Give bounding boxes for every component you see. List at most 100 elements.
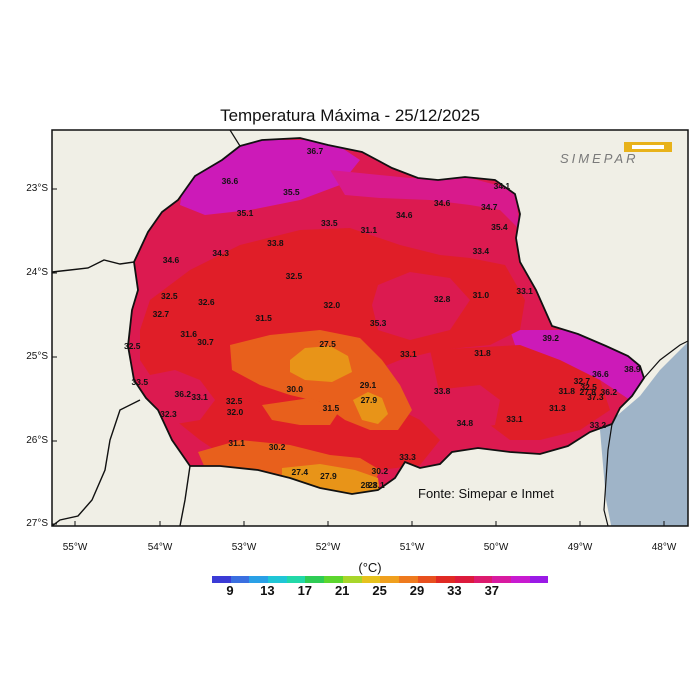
lat-label-27s: 27°S — [26, 518, 48, 529]
station-value: 30.2 — [371, 466, 389, 477]
colorbar — [212, 576, 549, 583]
colorbar-swatch — [436, 576, 455, 583]
station-value: 32.7 — [152, 308, 170, 319]
station-value: 29.1 — [359, 380, 377, 391]
border-sao-paulo-north — [229, 130, 241, 147]
colorbar-tick-label: 13 — [260, 583, 275, 598]
station-value: 32.7 — [573, 375, 591, 386]
lon-label-54w: 54°W — [147, 542, 173, 553]
border-argentina-west — [52, 399, 141, 526]
station-value: 31.8 — [558, 385, 575, 396]
colorbar-tick-label: 29 — [409, 583, 425, 598]
station-value: 33.8 — [267, 238, 284, 249]
station-value: 31.1 — [360, 225, 378, 236]
ocean — [600, 342, 688, 526]
lat-label-25s: 25°S — [26, 351, 48, 362]
station-value: 33.8 — [433, 385, 451, 396]
map-title: Temperatura Máxima - 25/12/2025 — [220, 106, 480, 125]
station-value: 33.2 — [589, 420, 607, 431]
simepar-logo-text: SIMEPAR — [560, 151, 639, 166]
station-value: 31.5 — [322, 402, 340, 413]
station-value: 31.6 — [180, 328, 197, 339]
map-frame — [51, 129, 689, 527]
station-value: 35.4 — [491, 221, 508, 232]
colorbar-swatch — [342, 576, 362, 583]
station-value: 36.6 — [592, 369, 609, 380]
colorbar-swatch — [324, 576, 343, 583]
station-value: 28.3 — [360, 479, 378, 490]
lat-label-23s: 23°S — [26, 183, 48, 194]
simepar-logo-icon — [624, 142, 672, 152]
station-value: 32.5 — [161, 291, 178, 302]
source-note: Fonte: Simepar e Inmet — [418, 486, 554, 501]
station-value: 34.6 — [433, 198, 451, 209]
station-value: 32.6 — [198, 297, 215, 308]
station-value: 36.2 — [600, 386, 618, 397]
station-value: 32.5 — [580, 381, 597, 392]
station-value: 36.2 — [174, 389, 192, 400]
station-value: 30.2 — [268, 442, 286, 453]
station-value: 34.6 — [395, 209, 413, 220]
parana-border — [127, 137, 645, 495]
lon-label-51w: 51°W — [399, 542, 425, 553]
station-value: 37.3 — [587, 391, 604, 402]
station-value: 27.5 — [319, 339, 336, 350]
station-value: 36.7 — [306, 146, 324, 157]
station-value: 31.1 — [228, 437, 245, 448]
station-value: 33.1 — [191, 391, 208, 402]
colorbar-swatch — [249, 576, 269, 583]
station-value: 31.5 — [255, 313, 272, 324]
station-value: 32.8 — [433, 293, 451, 304]
colorbar-swatch — [380, 576, 399, 583]
coastline — [603, 423, 613, 526]
lon-label-53w: 53°W — [231, 542, 257, 553]
station-value: 34.3 — [212, 247, 229, 258]
colorbar-swatch — [305, 576, 325, 583]
lon-label-49w: 49°W — [567, 542, 593, 553]
station-value: 32.0 — [323, 300, 341, 311]
station-value: 30.0 — [286, 384, 304, 395]
station-value: 35.1 — [236, 208, 254, 219]
station-value: 28.1 — [368, 479, 385, 490]
station-value: 32.5 — [225, 396, 243, 406]
station-value: 27.9 — [360, 395, 378, 406]
station-value: 33.5 — [131, 376, 149, 387]
colorbar-tick-label: 21 — [334, 583, 350, 598]
colorbar-tick-label: 37 — [484, 583, 500, 598]
station-value: 32.5 — [285, 271, 303, 282]
colorbar-unit: (°C) — [358, 560, 382, 575]
colorbar-tick-label: 33 — [447, 583, 462, 598]
colorbar-tick-label: 25 — [372, 583, 387, 598]
station-value: 33.1 — [516, 286, 533, 297]
station-value: 31.3 — [549, 402, 566, 413]
station-value: 36.6 — [221, 175, 239, 186]
station-value: 33.1 — [400, 349, 417, 360]
axis-ticks — [52, 188, 665, 526]
colorbar-swatch — [417, 576, 437, 583]
colorbar-swatch — [398, 576, 418, 583]
lon-label-55w: 55°W — [62, 542, 88, 553]
lon-label-48w: 48°W — [651, 542, 677, 553]
station-value: 34.1 — [493, 181, 511, 192]
border-paraguay-argentina — [52, 259, 135, 273]
station-value: 38.9 — [624, 364, 641, 375]
colorbar-swatch — [529, 576, 549, 583]
station-value: 33.3 — [399, 452, 416, 463]
border-santa-catarina — [179, 465, 191, 526]
station-value: 31.8 — [474, 348, 491, 359]
colorbar-tick-label: 9 — [226, 583, 234, 598]
colorbar-swatch — [511, 576, 530, 583]
lon-label-52w: 52°W — [315, 542, 341, 553]
station-value: 39.2 — [542, 333, 559, 344]
colorbar-swatch — [268, 576, 287, 583]
colorbar-tick-label: 17 — [297, 583, 313, 598]
colorbar-swatch — [454, 576, 474, 583]
station-value: 27.4 — [291, 467, 309, 478]
station-value: 34.8 — [456, 417, 474, 428]
station-value: 27.9 — [320, 471, 337, 482]
station-value: 33.1 — [506, 413, 523, 424]
lat-label-24s: 24°S — [26, 267, 48, 278]
colorbar-swatch — [212, 576, 231, 583]
coastline-north — [643, 340, 688, 379]
station-value: 32.0 — [226, 406, 244, 417]
